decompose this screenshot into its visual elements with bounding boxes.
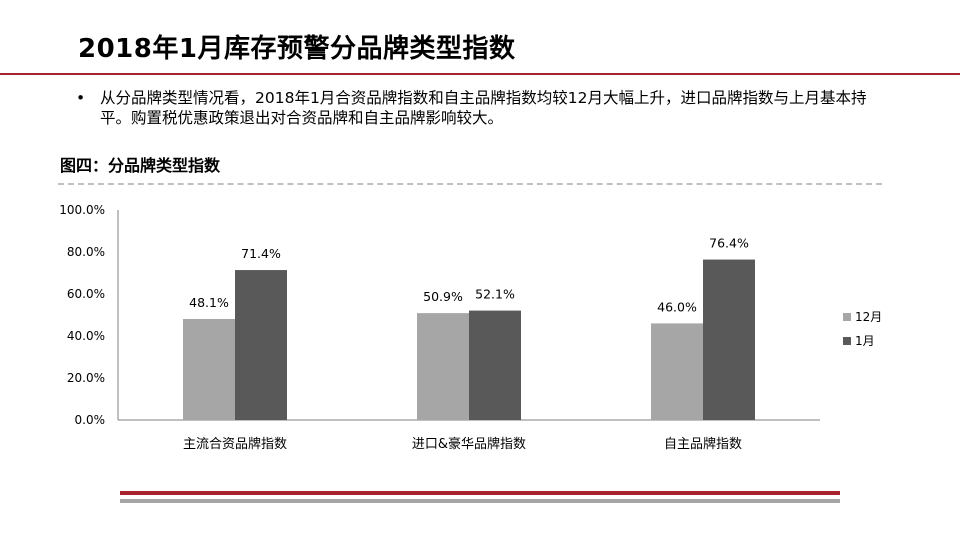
summary-bullet: • 从分品牌类型情况看，2018年1月合资品牌指数和自主品牌指数均较12月大幅上…	[76, 88, 896, 128]
bar-dec	[651, 323, 703, 420]
category-label: 自主品牌指数	[664, 436, 742, 452]
footer-red-bar	[120, 491, 840, 495]
data-label: 48.1%	[189, 295, 229, 310]
bar-jan	[469, 310, 521, 420]
y-tick-label: 60.0%	[67, 287, 105, 301]
legend-swatch	[843, 337, 851, 345]
bar-dec	[183, 318, 235, 420]
bullet-mark: •	[76, 89, 86, 107]
bullet-text: 从分品牌类型情况看，2018年1月合资品牌指数和自主品牌指数均较12月大幅上升，…	[100, 89, 867, 127]
bar-dec	[417, 313, 469, 420]
bar-jan	[235, 270, 287, 420]
legend-label: 1月	[855, 334, 875, 348]
slide-title: 2018年1月库存预警分品牌类型指数	[78, 34, 516, 64]
data-label: 76.4%	[709, 236, 749, 251]
category-label: 进口&豪华品牌指数	[412, 436, 526, 452]
y-tick-label: 40.0%	[67, 329, 105, 343]
figure-title: 图四：分品牌类型指数	[60, 156, 221, 175]
dashed-divider	[58, 183, 882, 185]
bar-jan	[703, 259, 755, 420]
legend-label: 12月	[855, 310, 882, 324]
legend-swatch	[843, 313, 851, 321]
y-tick-label: 100.0%	[59, 203, 105, 217]
title-divider	[0, 73, 960, 75]
data-label: 46.0%	[657, 299, 697, 314]
footer-gray-bar	[120, 499, 840, 503]
y-tick-label: 20.0%	[67, 371, 105, 385]
y-tick-label: 0.0%	[75, 413, 106, 427]
category-label: 主流合资品牌指数	[183, 436, 287, 452]
data-label: 52.1%	[475, 287, 515, 302]
y-tick-label: 80.0%	[67, 245, 105, 259]
data-label: 50.9%	[423, 289, 463, 304]
data-label: 71.4%	[241, 246, 281, 261]
